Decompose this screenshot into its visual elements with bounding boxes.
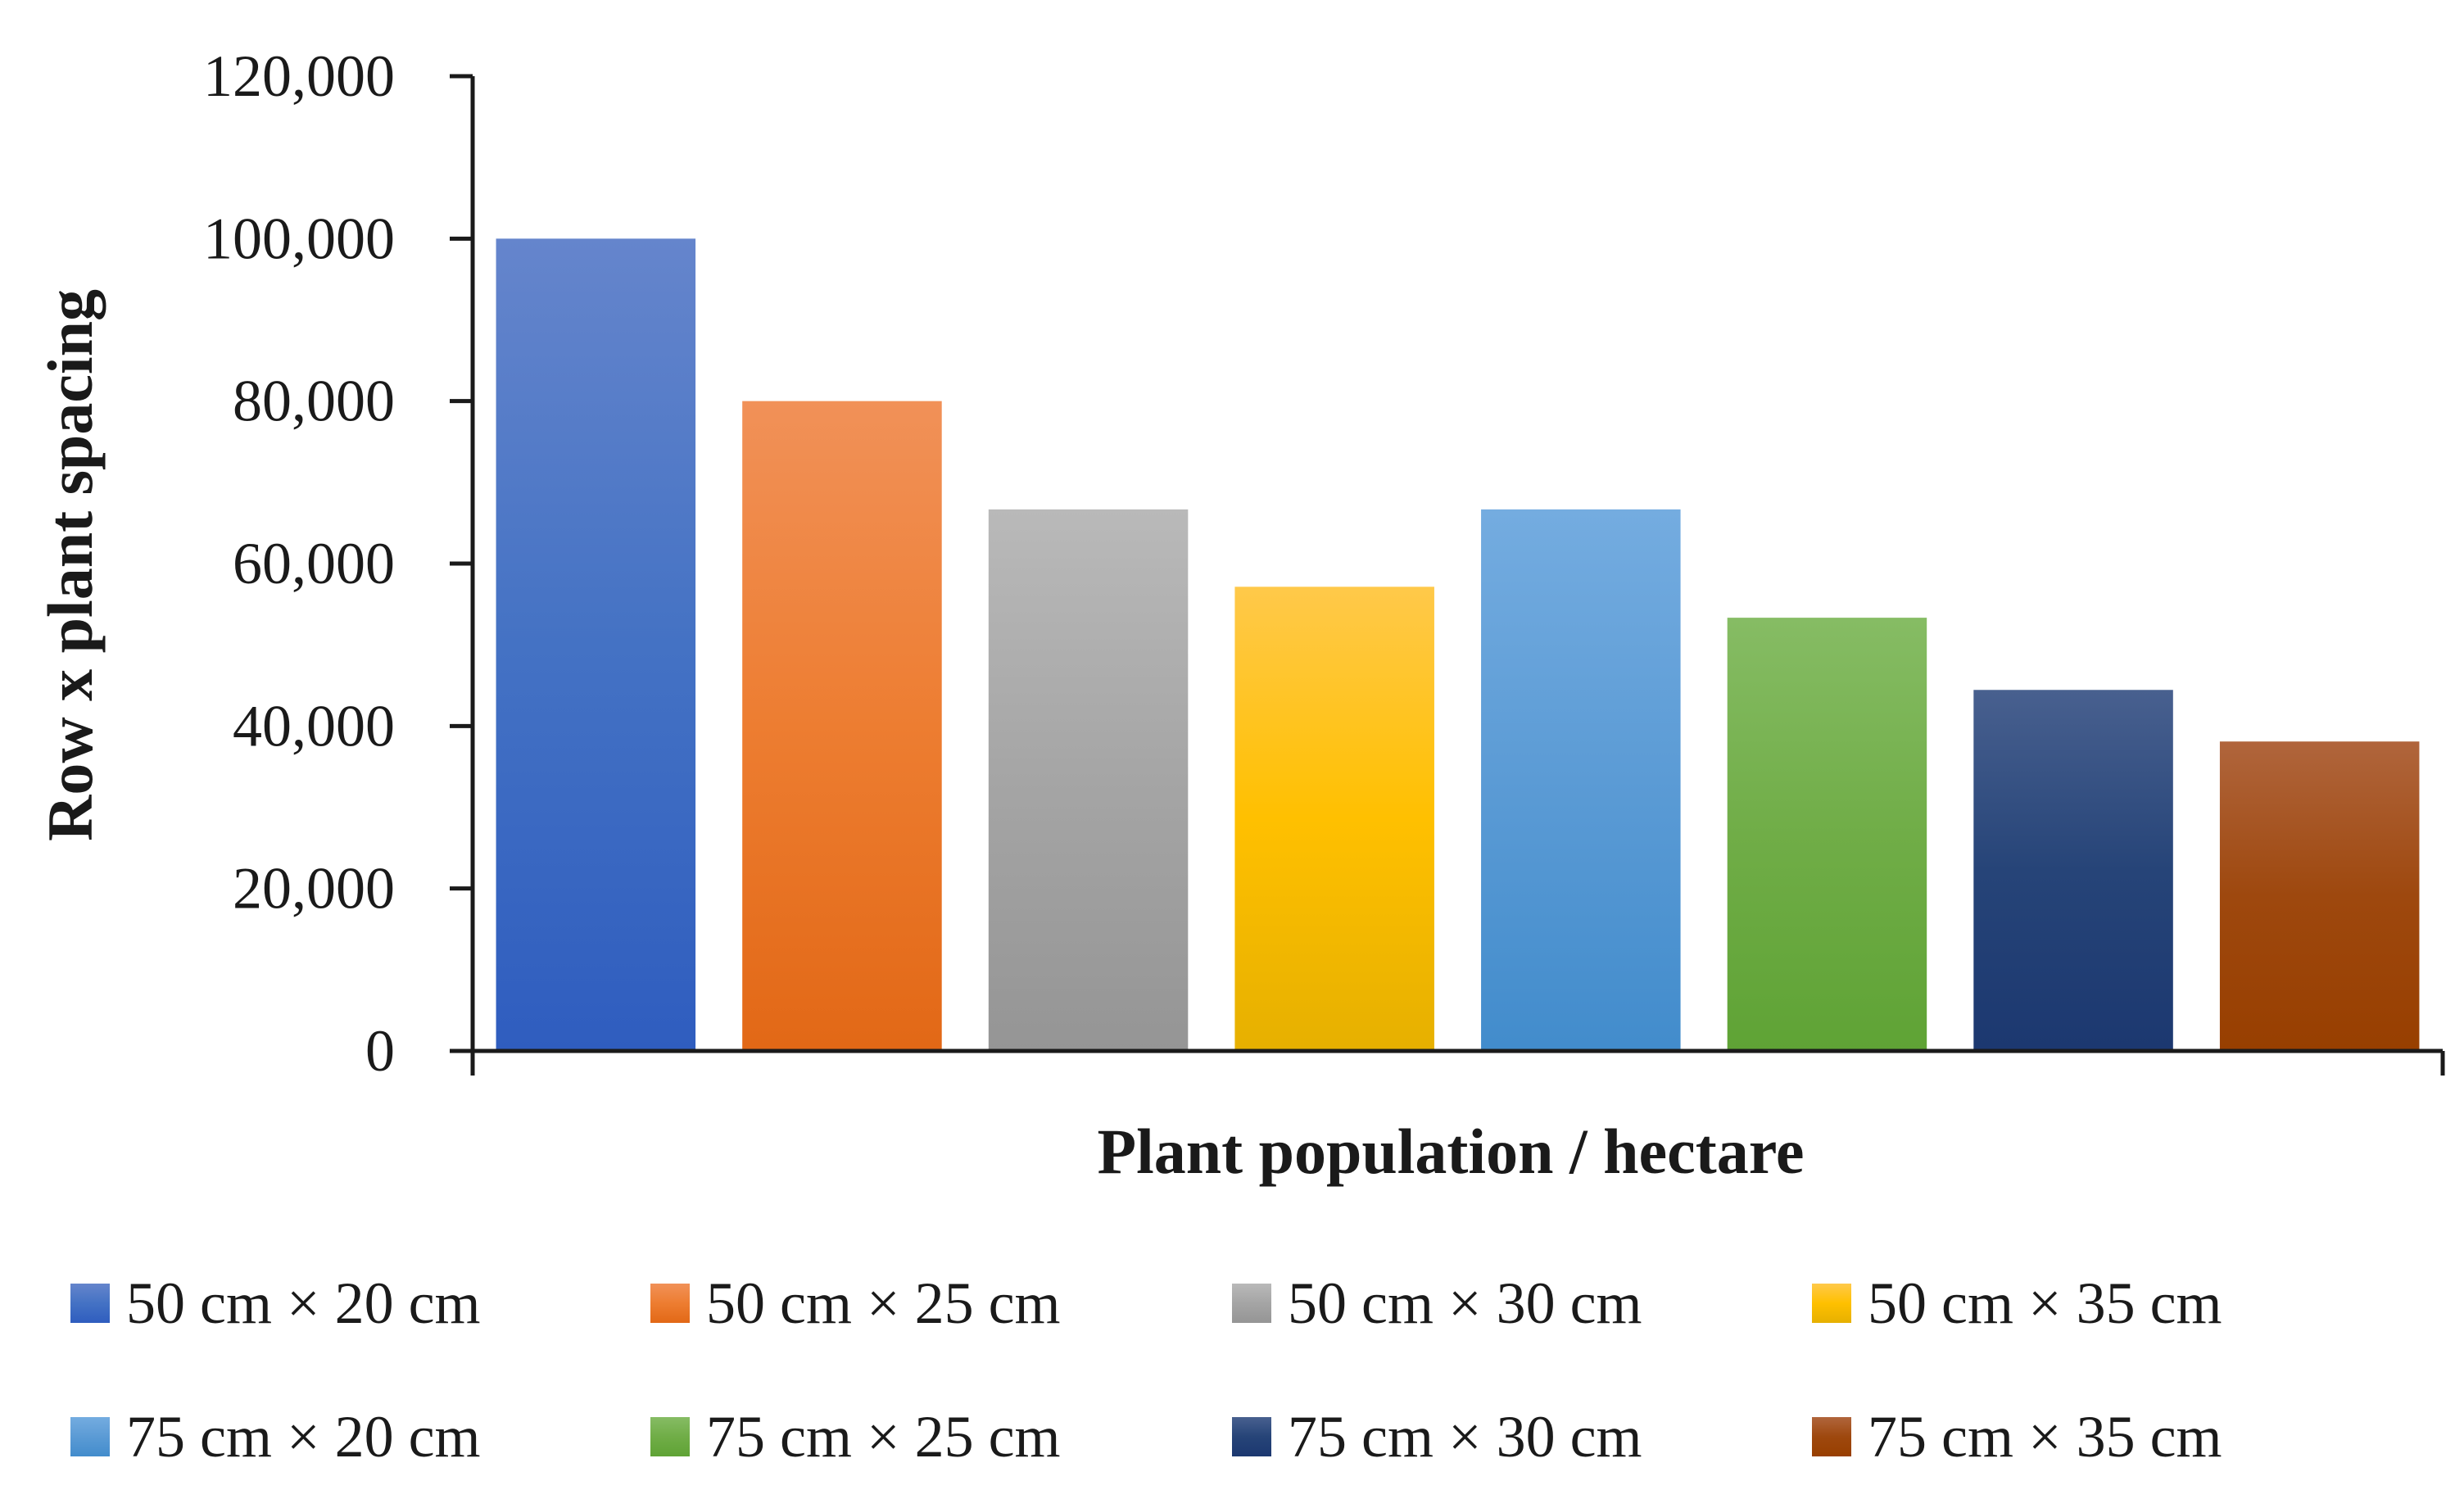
legend-label: 75 cm × 25 cm (706, 1404, 1061, 1470)
legend-label: 75 cm × 35 cm (1868, 1404, 2222, 1470)
bar (2219, 741, 2420, 1051)
y-axis-ticks: 0 20,000 40,000 60,000 80,000 100,000 120,000 (203, 43, 473, 1084)
legend-item: 75 cm × 30 cm (1232, 1404, 1642, 1470)
legend-swatch (650, 1284, 690, 1323)
y-tick-label: 120,000 (203, 43, 395, 109)
y-axis-title: Row x plant spacing (34, 289, 106, 841)
legend-label: 50 cm × 35 cm (1868, 1270, 2222, 1336)
legend-item: 75 cm × 35 cm (1812, 1404, 2222, 1470)
legend-item: 75 cm × 25 cm (650, 1404, 1061, 1470)
x-axis-title: Plant population / hectare (1097, 1116, 1804, 1187)
legend-item: 75 cm × 20 cm (70, 1404, 481, 1470)
legend: 50 cm × 20 cm 50 cm × 25 cm 50 cm × 30 cm 5… (70, 1270, 2222, 1470)
bar (742, 401, 942, 1052)
y-tick-label: 0 (365, 1018, 395, 1084)
bar (988, 509, 1189, 1051)
legend-label: 50 cm × 25 cm (706, 1270, 1061, 1336)
axes (450, 76, 2445, 1076)
legend-swatch (1812, 1417, 1851, 1456)
bar-series (496, 238, 2420, 1052)
legend-label: 75 cm × 20 cm (126, 1404, 481, 1470)
legend-label: 50 cm × 30 cm (1288, 1270, 1642, 1336)
y-tick-label: 80,000 (233, 369, 395, 434)
bar (1234, 586, 1434, 1051)
legend-swatch (1812, 1284, 1851, 1323)
bar (1481, 509, 1681, 1051)
y-tick-label: 20,000 (233, 856, 395, 922)
bar (1973, 690, 2173, 1051)
legend-swatch (70, 1284, 110, 1323)
y-tick-label: 60,000 (233, 531, 395, 596)
legend-item: 50 cm × 20 cm (70, 1270, 481, 1336)
legend-swatch (650, 1417, 690, 1456)
bar (496, 238, 696, 1051)
legend-swatch (1232, 1417, 1271, 1456)
legend-swatch (70, 1417, 110, 1456)
legend-item: 50 cm × 25 cm (650, 1270, 1061, 1336)
y-tick-label: 40,000 (233, 693, 395, 759)
legend-swatch (1232, 1284, 1271, 1323)
y-tick-label: 100,000 (203, 206, 395, 271)
legend-item: 50 cm × 35 cm (1812, 1270, 2222, 1336)
bar (1727, 618, 1927, 1051)
legend-label: 75 cm × 30 cm (1288, 1404, 1642, 1470)
legend-item: 50 cm × 30 cm (1232, 1270, 1642, 1336)
legend-label: 50 cm × 20 cm (126, 1270, 481, 1336)
